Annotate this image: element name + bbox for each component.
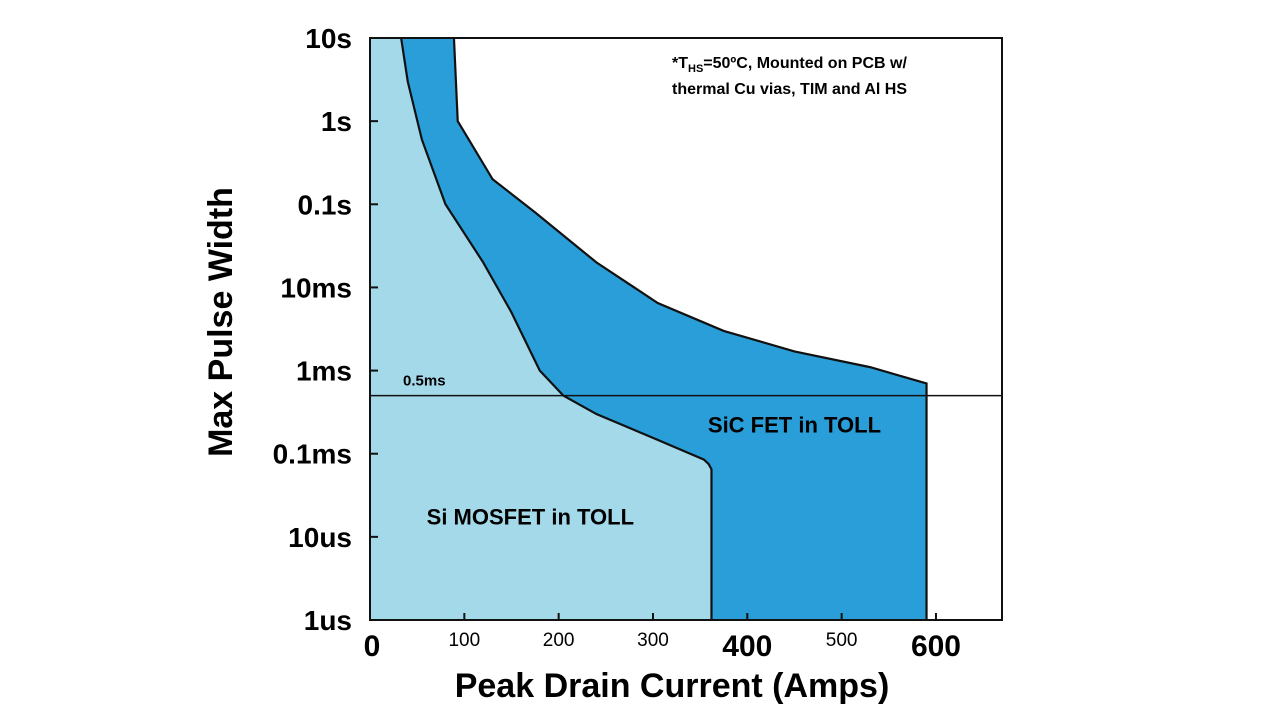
y-tick-label: 0.1ms xyxy=(273,439,352,470)
x-tick-label: 300 xyxy=(637,630,669,651)
x-axis-title: Peak Drain Current (Amps) xyxy=(455,667,890,705)
y-tick-label: 1ms xyxy=(296,356,352,387)
sic-fet-region-label: SiC FET in TOLL xyxy=(708,412,881,437)
axes: 10s 1s 0.1s 10ms 1ms 0.1ms 10us 1us 0 100 200 300 40… xyxy=(273,23,1003,663)
conditions-annotation: *THS=50ºC, Mounted on PCB w/ thermal Cu … xyxy=(672,55,907,98)
plot-frame xyxy=(369,37,1003,621)
si-mosfet-boundary xyxy=(400,37,713,620)
si-mosfet-region-label: Si MOSFET in TOLL xyxy=(427,505,634,530)
y-axis-title: Max Pulse Width xyxy=(202,187,240,457)
annotation-suffix: =50ºC, Mounted on PCB w/ xyxy=(703,55,907,72)
y-tick-label: 1s xyxy=(321,106,352,137)
y-tick-label: 10ms xyxy=(280,272,352,303)
plot-area xyxy=(370,37,1002,620)
sic-fet-boundary xyxy=(452,37,928,620)
y-tick-label: 1us xyxy=(304,605,352,636)
y-tick-label: 10s xyxy=(305,23,352,54)
annotation-subscript: HS xyxy=(688,63,703,75)
x-tick-label: 600 xyxy=(911,630,961,663)
reference-line-label: 0.5ms xyxy=(403,373,446,390)
x-tick-label: 0 xyxy=(364,630,381,663)
annotation-line-2: thermal Cu vias, TIM and Al HS xyxy=(672,81,907,98)
annotation-prefix: *T xyxy=(672,55,688,72)
y-tick-label: 0.1s xyxy=(298,189,353,220)
svg-text:*THS=50ºC, Mounted on PCB w/: *THS=50ºC, Mounted on PCB w/ xyxy=(672,55,907,75)
x-tick-label: 500 xyxy=(826,630,858,651)
x-tick-label: 200 xyxy=(543,630,575,651)
x-tick-label: 100 xyxy=(448,630,480,651)
si-mosfet-region xyxy=(370,38,712,620)
x-tick-label: 400 xyxy=(722,630,772,663)
y-tick-label: 10us xyxy=(288,522,352,553)
